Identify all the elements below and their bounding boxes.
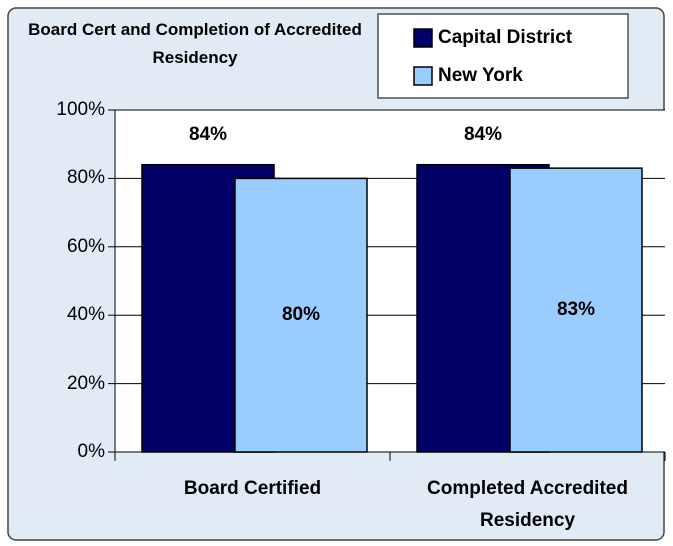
value-label: 84% — [463, 123, 503, 145]
y-tick-label: 40% — [66, 304, 105, 326]
bar — [234, 177, 368, 453]
chart-title: Board Cert and Completion of Accredited … — [28, 20, 362, 67]
y-tick-label: 100% — [56, 99, 105, 120]
legend-swatch — [413, 28, 433, 48]
y-tick-label: 20% — [66, 372, 105, 394]
y-tick-label: 80% — [66, 167, 105, 189]
value-label: 80% — [281, 304, 321, 326]
y-tick-label: 0% — [77, 441, 105, 462]
legend-label: New York — [438, 65, 523, 86]
value-label: 84% — [188, 123, 228, 145]
legend-swatch — [413, 66, 433, 86]
value-label: 83% — [556, 299, 596, 321]
x-tick-label: Completed Accredited Residency — [427, 478, 628, 531]
legend-label: Capital District — [438, 27, 573, 48]
x-tick-label: Board Certified — [183, 478, 322, 499]
y-tick-label: 60% — [66, 235, 105, 257]
bar — [509, 167, 643, 453]
